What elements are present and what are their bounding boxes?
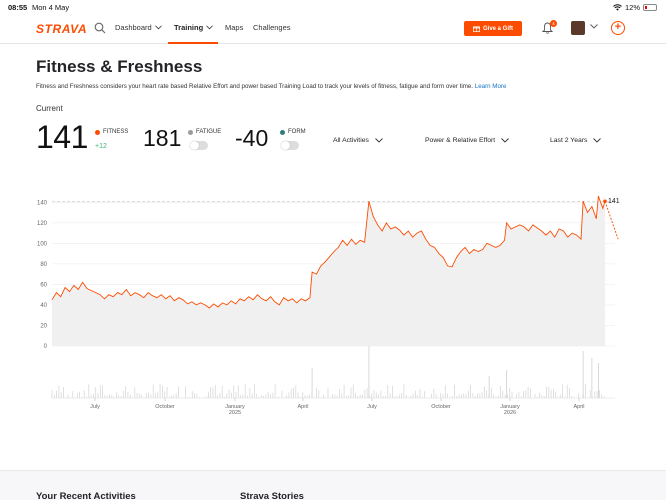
nav-maps[interactable]: Maps xyxy=(225,23,243,32)
fitness-dot xyxy=(95,129,100,135)
fitness-projection xyxy=(604,201,619,240)
x-tick-year: 2025 xyxy=(229,410,241,415)
status-date: Mon 4 May xyxy=(32,3,70,12)
nav-challenges[interactable]: Challenges xyxy=(253,23,291,32)
nav-training-label: Training xyxy=(174,23,204,32)
y-tick-label: 0 xyxy=(44,344,48,350)
wifi-icon xyxy=(613,4,622,11)
page-title: Fitness & Freshness xyxy=(36,57,203,76)
bell-icon[interactable] xyxy=(542,22,553,34)
footer-band xyxy=(0,470,666,500)
give-gift-button[interactable]: Give a Gift xyxy=(464,21,522,36)
y-tick-label: 80 xyxy=(40,262,47,268)
recent-activities-heading: Your Recent Activities xyxy=(36,491,136,500)
x-tick-label: October xyxy=(155,404,175,410)
description-text: Fitness and Freshness considers your hea… xyxy=(36,83,474,90)
range-dropdown-label: Last 2 Years xyxy=(550,137,588,144)
chevron-down-icon xyxy=(593,138,602,143)
nav-dashboard[interactable]: Dashboard xyxy=(115,23,162,32)
battery-icon xyxy=(643,4,657,11)
current-label: Current xyxy=(36,104,63,113)
fitness-area xyxy=(52,196,605,346)
x-tick-year: 2026 xyxy=(504,410,516,415)
y-tick-label: 20 xyxy=(40,323,47,329)
status-right: 12% xyxy=(613,3,657,12)
strava-stories-heading: Strava Stories xyxy=(240,491,304,500)
fitness-label: FITNESS xyxy=(95,129,128,135)
x-tick-label: July xyxy=(367,404,377,410)
fatigue-label: FATIGUE xyxy=(188,129,221,135)
y-tick-label: 60 xyxy=(40,282,47,288)
form-toggle[interactable] xyxy=(281,141,299,150)
form-label-text: FORM xyxy=(288,129,306,135)
avatar[interactable] xyxy=(571,21,585,35)
notification-badge: 4 xyxy=(550,20,557,27)
x-tick-label: January xyxy=(225,404,245,410)
chevron-down-icon[interactable] xyxy=(590,24,598,29)
give-gift-label: Give a Gift xyxy=(482,25,513,32)
x-tick-label: April xyxy=(573,404,584,410)
current-value-label: 141 xyxy=(608,198,620,205)
current-marker xyxy=(603,199,607,204)
fitness-value: 141 xyxy=(36,119,88,155)
fitness-delta: +12 xyxy=(95,143,107,150)
fatigue-value: 181 xyxy=(143,125,182,151)
add-activity-button[interactable]: + xyxy=(611,21,625,35)
top-nav: STRAVA Dashboard Training Maps Challenge… xyxy=(0,14,666,44)
fatigue-label-text: FATIGUE xyxy=(196,129,222,135)
chevron-down-icon xyxy=(154,25,162,30)
page-description: Fitness and Freshness considers your hea… xyxy=(36,83,506,90)
effort-dropdown-label: Power & Relative Effort xyxy=(425,137,496,144)
nav-maps-label: Maps xyxy=(225,23,244,32)
form-dot xyxy=(280,129,285,135)
range-dropdown[interactable]: Last 2 Years xyxy=(550,137,602,144)
y-tick-label: 140 xyxy=(37,200,48,206)
fitness-label-text: FITNESS xyxy=(103,129,129,135)
gift-icon xyxy=(473,26,480,32)
fitness-line xyxy=(51,195,606,309)
chevron-down-icon xyxy=(206,25,214,30)
battery-percent: 12% xyxy=(624,3,640,12)
nav-challenges-label: Challenges xyxy=(253,23,291,32)
nav-training[interactable]: Training xyxy=(174,23,214,32)
activities-dropdown[interactable]: All Activities xyxy=(333,137,383,144)
chevron-down-icon xyxy=(501,138,509,143)
form-label: FORM xyxy=(280,129,306,135)
x-tick-label: January xyxy=(500,404,520,410)
learn-more-link[interactable]: Learn More xyxy=(474,83,507,90)
y-tick-label: 100 xyxy=(37,241,48,247)
nav-dashboard-label: Dashboard xyxy=(115,23,152,32)
nav-active-indicator xyxy=(168,42,218,44)
activities-dropdown-label: All Activities xyxy=(333,137,369,144)
fatigue-dot xyxy=(188,129,193,135)
x-tick-label: April xyxy=(297,404,308,410)
form-value: -40 xyxy=(235,125,269,151)
y-tick-label: 120 xyxy=(37,221,48,227)
x-tick-label: July xyxy=(90,404,100,410)
fatigue-toggle[interactable] xyxy=(190,141,208,150)
strava-logo[interactable]: STRAVA xyxy=(36,22,88,36)
effort-dropdown[interactable]: Power & Relative Effort xyxy=(425,137,509,144)
status-time: 08:55 xyxy=(8,3,28,12)
chevron-down-icon xyxy=(375,138,383,143)
search-icon[interactable] xyxy=(94,22,106,34)
status-bar: 08:55 Mon 4 May 12% xyxy=(0,0,666,14)
x-tick-label: October xyxy=(431,404,451,410)
y-tick-label: 40 xyxy=(40,303,47,309)
